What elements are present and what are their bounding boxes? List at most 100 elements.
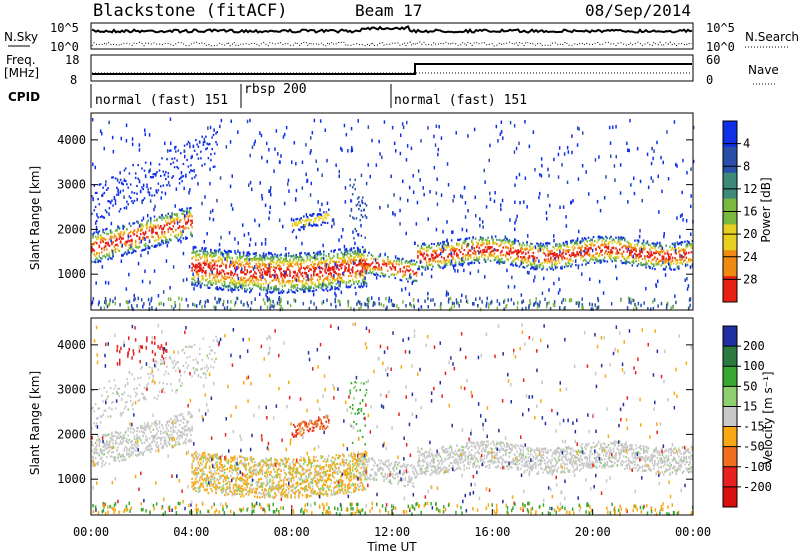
echo-speck	[259, 181, 261, 185]
echo-speck	[375, 276, 378, 280]
echo-cell	[306, 266, 309, 269]
echo-cell	[558, 243, 561, 246]
echo-cell	[205, 270, 207, 273]
echo-cell	[321, 262, 324, 265]
echo-cell	[496, 255, 498, 258]
echo-cell	[567, 245, 570, 249]
echo-cell	[611, 260, 614, 263]
echo-speck	[533, 302, 536, 306]
echo-cell	[244, 276, 246, 280]
echo-speck	[267, 284, 269, 288]
echo-speck	[125, 139, 128, 143]
echo-speck	[166, 149, 169, 153]
echo-cell	[664, 261, 666, 264]
echo-cell	[300, 267, 302, 270]
echo-cell	[128, 450, 131, 453]
echo-cell	[440, 249, 443, 252]
echo-cell	[514, 239, 517, 242]
echo-cell	[271, 259, 274, 262]
echo-cell	[98, 183, 101, 186]
echo-cell	[271, 273, 274, 277]
nsky-label: N.Sky	[4, 30, 38, 44]
echo-cell	[230, 270, 232, 273]
echo-cell	[98, 259, 101, 262]
echo-speck	[253, 142, 255, 146]
echo-cell	[226, 272, 228, 275]
echo-speck	[273, 274, 275, 278]
echo-speck	[645, 286, 647, 291]
echo-cell	[97, 259, 99, 262]
echo-cell	[316, 224, 319, 227]
echo-cell	[244, 268, 246, 271]
echo-cell	[632, 248, 635, 251]
echo-speck	[222, 253, 224, 257]
echo-cell	[324, 221, 326, 224]
echo-cell	[133, 228, 136, 232]
echo-cell	[630, 251, 632, 254]
echo-cell	[654, 256, 656, 259]
echo-cell	[684, 240, 686, 243]
echo-cell	[609, 255, 611, 258]
echo-cell	[359, 270, 361, 273]
echo-cell	[96, 252, 98, 255]
echo-speck	[342, 228, 344, 232]
echo-cell	[122, 237, 124, 240]
echo-speck	[549, 203, 551, 208]
echo-cell	[492, 242, 494, 245]
echo-cell	[481, 238, 483, 241]
echo-cell	[237, 282, 240, 285]
echo-speck	[479, 307, 482, 312]
echo-cell	[666, 252, 669, 255]
echo-cell	[295, 274, 297, 277]
echo-cell	[217, 249, 220, 252]
echo-cell	[631, 255, 634, 259]
echo-speck	[331, 224, 333, 229]
echo-cell	[294, 221, 296, 225]
echo-cell	[198, 140, 201, 143]
echo-speck	[384, 252, 386, 257]
echo-cell	[420, 244, 423, 248]
echo-speck	[576, 237, 579, 241]
echo-speck	[254, 218, 256, 223]
echo-cell	[111, 236, 113, 239]
echo-cell	[111, 433, 113, 436]
echo-speck	[547, 167, 549, 172]
echo-speck	[553, 157, 555, 162]
echo-cell	[592, 236, 595, 239]
echo-speck	[305, 143, 307, 147]
echo-cell	[252, 276, 255, 279]
echo-speck	[513, 301, 515, 306]
echo-cell	[246, 262, 249, 265]
echo-cell	[598, 237, 601, 240]
echo-cell	[591, 241, 593, 245]
echo-cell	[346, 269, 349, 272]
echo-speck	[101, 131, 103, 136]
echo-cell	[210, 248, 212, 251]
echo-cell	[349, 256, 351, 259]
echo-speck	[365, 181, 368, 186]
echo-cell	[601, 236, 603, 239]
echo-speck	[254, 297, 256, 301]
echo-cell	[237, 263, 240, 266]
echo-cell	[622, 236, 625, 239]
echo-speck	[435, 191, 438, 195]
echo-cell	[364, 264, 366, 267]
echo-cell	[117, 446, 119, 449]
echo-speck	[385, 307, 387, 311]
echo-cell	[501, 261, 503, 264]
echo-cell	[128, 232, 131, 235]
echo-cell	[274, 253, 276, 256]
echo-cell	[222, 255, 225, 259]
echo-cell	[269, 275, 271, 278]
echo-speck	[351, 148, 354, 152]
echo-cell	[637, 253, 640, 256]
echo-cell	[99, 215, 102, 219]
echo-cell	[275, 262, 277, 265]
echo-speck	[111, 135, 114, 140]
echo-cell	[537, 243, 540, 246]
echo-cell	[566, 265, 568, 268]
echo-cell	[478, 246, 481, 249]
echo-cell	[187, 165, 190, 168]
echo-cell	[676, 266, 679, 269]
echo-cell	[279, 254, 281, 257]
